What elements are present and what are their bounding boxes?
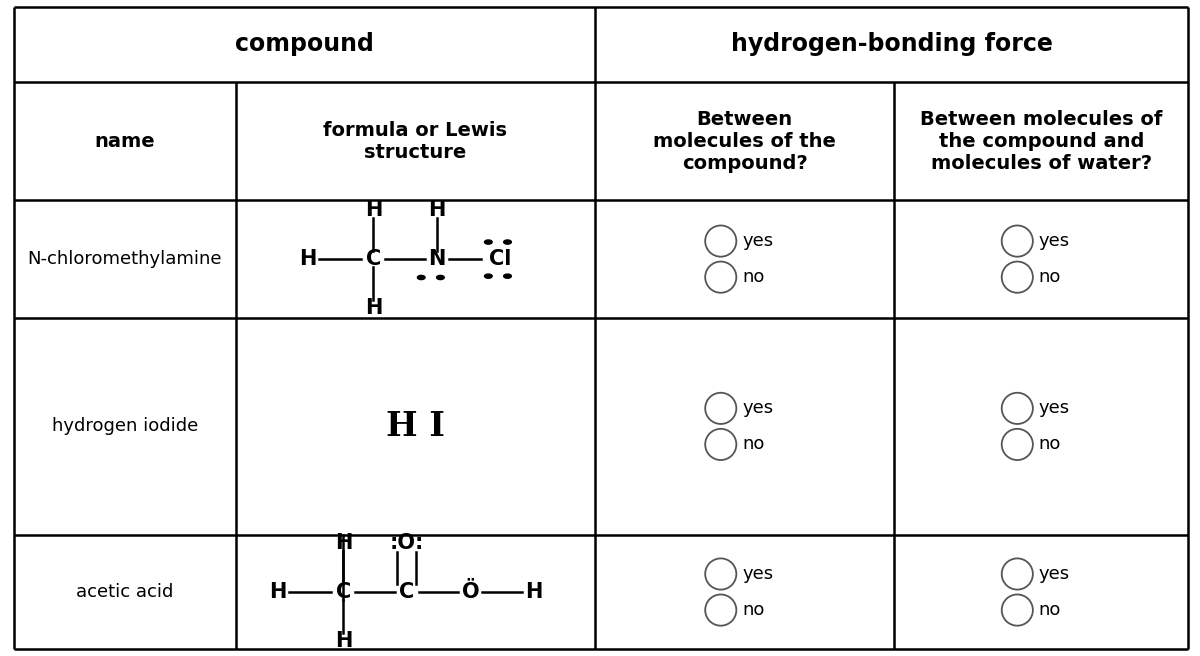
Text: C: C xyxy=(400,582,414,602)
Text: H: H xyxy=(428,200,445,220)
Text: no: no xyxy=(743,436,764,453)
Text: Ö: Ö xyxy=(462,582,479,602)
Text: H: H xyxy=(299,249,316,269)
Text: yes: yes xyxy=(1039,400,1070,417)
Text: compound: compound xyxy=(235,32,374,56)
Text: formula or Lewis
structure: formula or Lewis structure xyxy=(323,121,508,161)
Circle shape xyxy=(485,274,492,278)
Text: yes: yes xyxy=(1039,565,1070,583)
Text: H: H xyxy=(335,631,352,651)
Text: N-chloromethylamine: N-chloromethylamine xyxy=(28,250,222,268)
Text: C: C xyxy=(336,582,352,602)
Text: hydrogen-bonding force: hydrogen-bonding force xyxy=(731,32,1052,56)
Text: H: H xyxy=(365,200,382,220)
Text: yes: yes xyxy=(1039,232,1070,250)
Text: H: H xyxy=(365,298,382,318)
Text: :O:: :O: xyxy=(390,533,424,553)
Text: H I: H I xyxy=(386,410,445,443)
Circle shape xyxy=(418,276,425,279)
Circle shape xyxy=(485,240,492,244)
Text: H: H xyxy=(526,582,542,602)
Text: hydrogen iodide: hydrogen iodide xyxy=(52,417,198,436)
Text: no: no xyxy=(1039,268,1061,286)
Text: yes: yes xyxy=(743,232,774,250)
Circle shape xyxy=(504,240,511,244)
Text: Cl: Cl xyxy=(490,249,511,269)
Text: acetic acid: acetic acid xyxy=(76,583,174,601)
Circle shape xyxy=(504,274,511,278)
Text: no: no xyxy=(1039,601,1061,619)
Text: Between
molecules of the
compound?: Between molecules of the compound? xyxy=(653,110,836,173)
Text: no: no xyxy=(743,601,764,619)
Circle shape xyxy=(437,276,444,279)
Text: no: no xyxy=(1039,436,1061,453)
Text: H: H xyxy=(335,533,352,553)
Text: H: H xyxy=(269,582,286,602)
Text: N: N xyxy=(428,249,445,269)
Text: no: no xyxy=(743,268,764,286)
Text: yes: yes xyxy=(743,565,774,583)
Text: Between molecules of
the compound and
molecules of water?: Between molecules of the compound and mo… xyxy=(920,110,1163,173)
Text: name: name xyxy=(95,132,155,150)
Text: yes: yes xyxy=(743,400,774,417)
Text: C: C xyxy=(366,249,380,269)
